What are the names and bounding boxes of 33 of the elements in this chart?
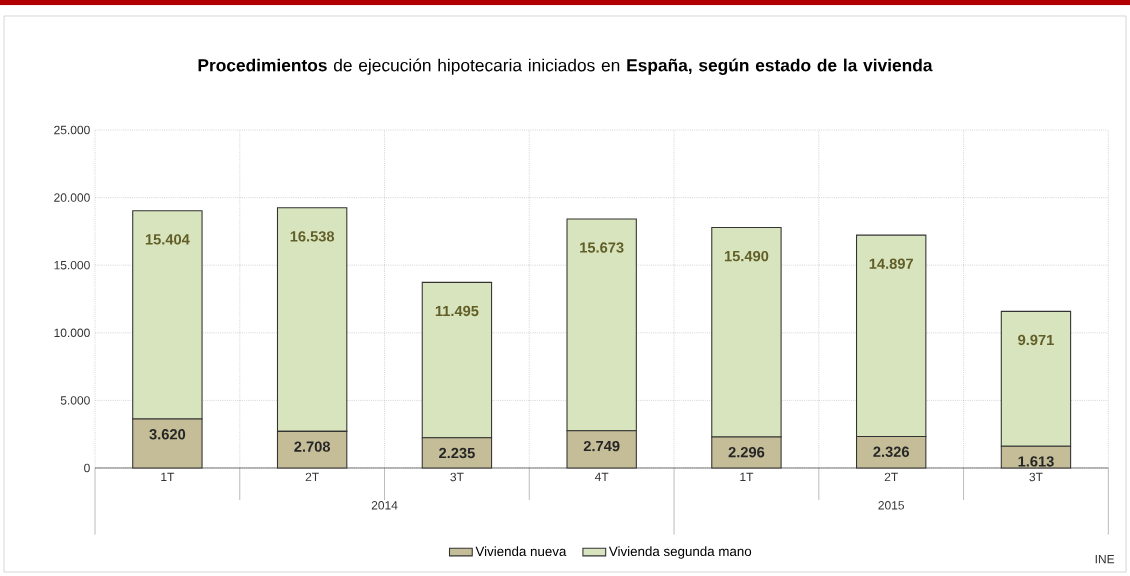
data-label: 2.749 <box>583 440 620 452</box>
data-label: 2.326 <box>873 446 910 457</box>
x-tick-label: 2T <box>884 472 898 482</box>
text: 2015 <box>878 501 905 510</box>
x-tick-label: 4T <box>594 472 609 481</box>
data-label: 15.490 <box>724 250 769 262</box>
text: 2014 <box>371 501 398 510</box>
data-label: 2.235 <box>439 447 475 459</box>
x-tick-label: 3T <box>1029 472 1043 482</box>
y-tick-label: 15.000 <box>54 260 90 270</box>
data-label: 16.538 <box>290 231 335 242</box>
y-tick-label: 20.000 <box>54 193 90 202</box>
x-tick-label: 3T <box>450 472 464 482</box>
x-tick-label: 1T <box>740 472 754 481</box>
legend-label: Vivienda nueva <box>475 546 567 557</box>
data-label: 14.897 <box>869 258 913 269</box>
data-label: 2.296 <box>728 447 765 458</box>
x-tick-label: 1T <box>161 472 175 481</box>
y-tick-label: 5.000 <box>60 396 90 405</box>
y-tick-label: 25.000 <box>54 125 90 135</box>
data-label: 9.971 <box>1018 334 1054 346</box>
chart-title: Procedimientos de ejecución hipotecaria iniciados en España, según estado de la vivienda <box>198 58 933 75</box>
data-label: 15.404 <box>145 234 190 245</box>
text: INE <box>1095 555 1115 564</box>
data-label: 3.620 <box>149 429 186 440</box>
data-label: 1.613 <box>1018 456 1054 467</box>
y-tick-label: 10.000 <box>54 328 90 338</box>
x-tick-label: 2T <box>305 472 319 482</box>
data-label: 2.708 <box>294 441 331 452</box>
y-tick-label: 0 <box>84 463 90 473</box>
data-label: 11.495 <box>435 305 479 317</box>
data-label: 15.673 <box>580 242 624 253</box>
legend-label: Vivienda segunda mano <box>608 546 752 559</box>
